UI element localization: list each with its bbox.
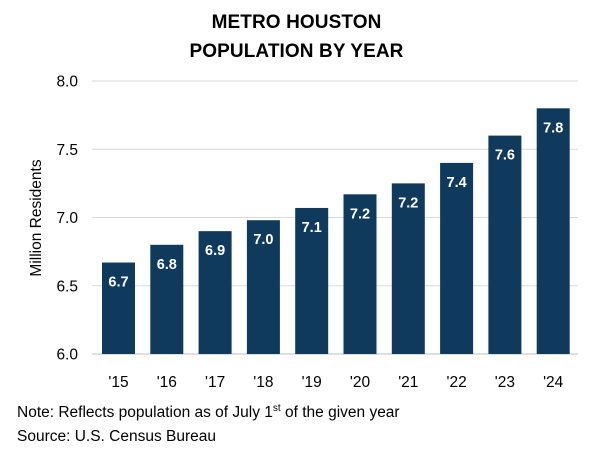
source-text: Source: U.S. Census Bureau [17, 428, 217, 445]
bar [295, 207, 329, 354]
x-tick-label: '23 [495, 374, 515, 391]
x-tick-label: '20 [350, 374, 371, 391]
data-label: 7.2 [398, 195, 418, 211]
data-label: 7.1 [302, 220, 322, 236]
data-label: 7.2 [350, 206, 370, 222]
bar [198, 231, 232, 354]
data-label: 7.8 [543, 120, 563, 136]
bar [246, 220, 280, 354]
bar [150, 244, 184, 354]
y-tick-label: 7.5 [56, 142, 78, 159]
y-tick-label: 7.0 [56, 210, 78, 227]
y-tick-label: 8.0 [56, 74, 78, 91]
x-tick-label: '17 [205, 374, 225, 391]
x-tick-label: '24 [543, 374, 564, 391]
chart-title-line-2: POPULATION BY YEAR [189, 41, 404, 62]
x-tick-label: '16 [157, 374, 177, 391]
data-label: 7.0 [253, 232, 273, 248]
chart-notes: Note: Reflects population as of July 1st… [17, 401, 400, 449]
bar [488, 135, 522, 354]
bar [391, 183, 425, 354]
bar [102, 262, 135, 354]
x-tick-labels: '15 '16 '17 '18 '19 '20 '21 '22 '23 '24 [108, 374, 563, 391]
bar [536, 108, 570, 354]
data-label: 6.8 [157, 257, 177, 273]
x-tick-label: '15 [108, 374, 128, 391]
y-tick-label: 6.0 [56, 347, 78, 364]
x-tick-label: '21 [398, 374, 418, 391]
x-tick-label: '22 [446, 374, 466, 391]
note-text: Note: Reflects population as of July 1st… [17, 402, 400, 421]
y-tick-labels: 6.0 6.5 7.0 7.5 8.0 [56, 74, 78, 364]
y-tick-label: 6.5 [56, 278, 78, 295]
x-tick-label: '18 [253, 374, 273, 391]
data-label: 7.6 [495, 148, 515, 164]
data-label: 6.9 [205, 243, 225, 259]
chart-title-line-1: METRO HOUSTON [211, 12, 382, 33]
data-label: 6.7 [108, 275, 128, 291]
bar [343, 194, 377, 354]
x-tick-label: '19 [302, 374, 322, 391]
chart-title: METRO HOUSTON POPULATION BY YEAR [0, 8, 593, 66]
data-label: 7.4 [447, 175, 467, 191]
bar [440, 162, 474, 354]
bars: 6.7 6.8 6.9 7.0 7.1 7.2 7.2 7.4 7.6 7.8 [102, 108, 570, 354]
y-axis-label: Million Residents [28, 159, 45, 276]
